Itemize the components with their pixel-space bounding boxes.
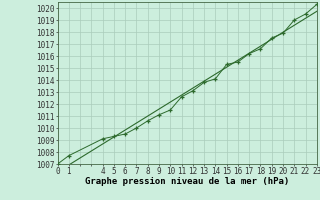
X-axis label: Graphe pression niveau de la mer (hPa): Graphe pression niveau de la mer (hPa) xyxy=(85,177,289,186)
